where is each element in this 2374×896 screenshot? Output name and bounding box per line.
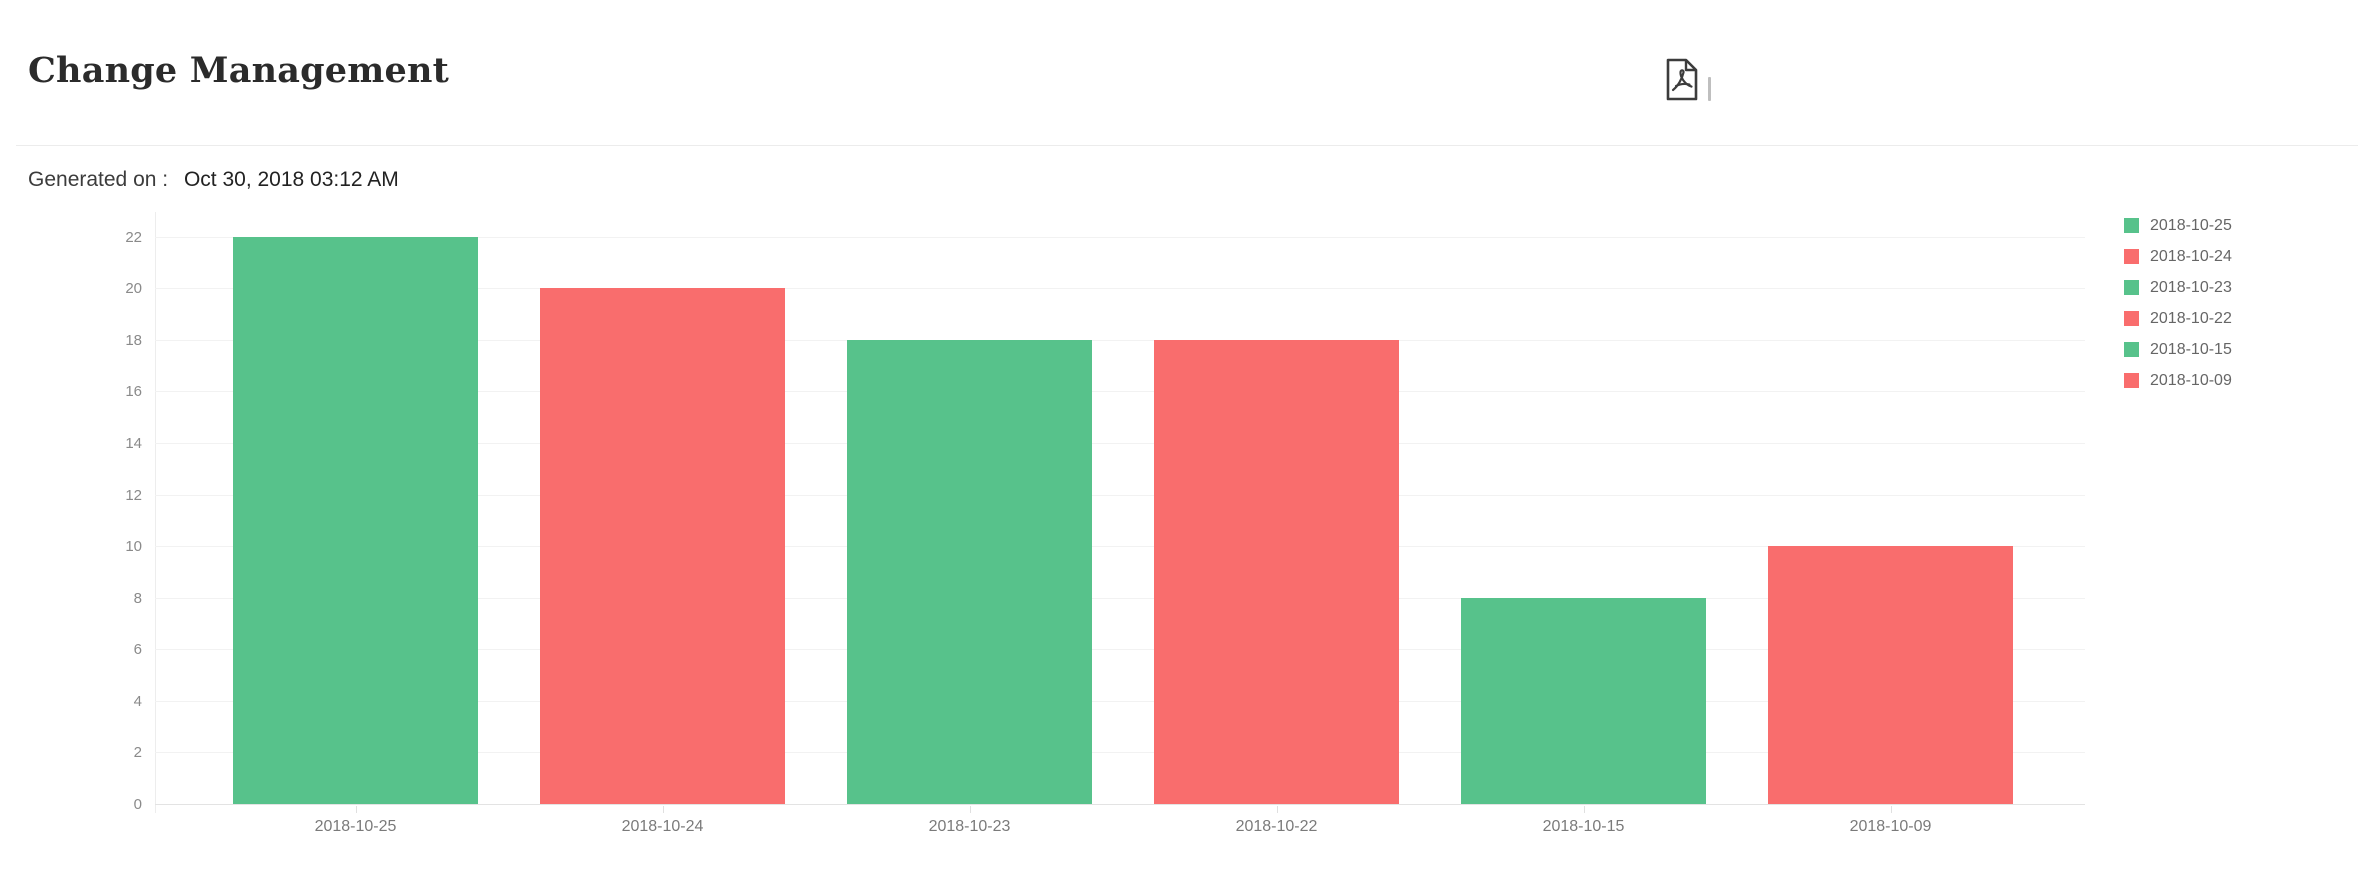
gridline-10 [155, 546, 2085, 548]
legend-swatch [2124, 342, 2139, 357]
y-tick-label: 8 [133, 589, 142, 607]
legend-swatch [2124, 280, 2139, 295]
bar-2018-10-25[interactable] [233, 236, 478, 804]
pdf-icon [1666, 58, 1698, 101]
legend-item-2018-10-25[interactable]: 2018-10-25 [2124, 216, 2232, 234]
legend-swatch [2124, 218, 2139, 233]
y-axis: 0 2 4 6 8 10 12 14 16 18 20 22 [0, 212, 142, 813]
y-tick-label: 2 [133, 744, 142, 762]
y-tick-label: 12 [125, 486, 142, 504]
x-tick-label: 2018-10-23 [928, 818, 1011, 835]
y-tick-label: 18 [125, 331, 142, 349]
bar-2018-10-15[interactable] [1461, 597, 1706, 804]
generated-on: Generated on : Oct 30, 2018 03:12 AM [28, 168, 399, 192]
legend-item-2018-10-24[interactable]: 2018-10-24 [2124, 247, 2232, 265]
y-tick-label: 22 [125, 228, 142, 246]
y-tick-label: 6 [133, 641, 142, 659]
gridline-16 [155, 391, 2085, 393]
x-tick-mark [355, 806, 357, 813]
x-tick-mark [1276, 806, 1278, 813]
gridline-14 [155, 443, 2085, 445]
plot-area[interactable] [155, 212, 2085, 813]
x-axis: 2018-10-25 2018-10-24 2018-10-23 2018-10-22… [155, 818, 2085, 848]
legend-label: 2018-10-25 [2150, 216, 2232, 234]
gridline-0 [155, 804, 2085, 805]
legend-item-2018-10-15[interactable]: 2018-10-15 [2124, 340, 2232, 358]
x-tick-label: 2018-10-24 [621, 818, 704, 835]
legend-item-2018-10-22[interactable]: 2018-10-22 [2124, 309, 2232, 327]
generated-on-value: Oct 30, 2018 03:12 AM [183, 168, 399, 191]
legend-item-2018-10-23[interactable]: 2018-10-23 [2124, 278, 2232, 296]
legend: 2018-10-25 2018-10-24 2018-10-23 2018-10-22… [2124, 216, 2232, 389]
legend-item-2018-10-09[interactable]: 2018-10-09 [2124, 371, 2232, 389]
legend-label: 2018-10-22 [2150, 309, 2232, 327]
x-tick-label: 2018-10-09 [1849, 818, 1932, 835]
gridline-8 [155, 597, 2085, 599]
gridline-6 [155, 649, 2085, 651]
gridline-18 [155, 339, 2085, 341]
bar-2018-10-22[interactable] [1154, 339, 1399, 804]
y-tick-label: 4 [133, 692, 142, 710]
legend-swatch [2124, 249, 2139, 264]
legend-swatch [2124, 373, 2139, 388]
y-tick-label: 16 [125, 383, 142, 401]
x-tick-label: 2018-10-22 [1235, 818, 1318, 835]
gridline-4 [155, 700, 2085, 702]
gridline-20 [155, 288, 2085, 290]
legend-label: 2018-10-24 [2150, 247, 2232, 265]
x-tick-mark [1583, 806, 1585, 813]
x-tick-label: 2018-10-15 [1542, 818, 1625, 835]
x-tick-mark [662, 806, 664, 813]
bar-2018-10-23[interactable] [847, 339, 1092, 804]
toolbar-divider [1708, 77, 1711, 101]
legend-swatch [2124, 311, 2139, 326]
gridline-22 [155, 236, 2085, 238]
bar-2018-10-09[interactable] [1768, 546, 2013, 804]
x-tick-label: 2018-10-25 [314, 818, 397, 835]
page-title: Change Management [28, 50, 449, 91]
legend-label: 2018-10-23 [2150, 278, 2232, 296]
y-tick-label: 10 [125, 538, 142, 556]
gridline-12 [155, 494, 2085, 496]
y-axis-line [155, 212, 156, 813]
x-tick-mark [969, 806, 971, 813]
bar-2018-10-24[interactable] [540, 288, 785, 804]
legend-label: 2018-10-15 [2150, 340, 2232, 358]
y-tick-label: 0 [133, 796, 142, 813]
header-divider [16, 145, 2358, 146]
export-pdf-button[interactable] [1660, 56, 1704, 106]
legend-label: 2018-10-09 [2150, 371, 2232, 389]
gridline-2 [155, 752, 2085, 754]
x-tick-mark [1890, 806, 1892, 813]
y-tick-label: 14 [125, 435, 142, 453]
y-tick-label: 20 [125, 280, 142, 298]
generated-on-label: Generated on : [28, 168, 169, 191]
